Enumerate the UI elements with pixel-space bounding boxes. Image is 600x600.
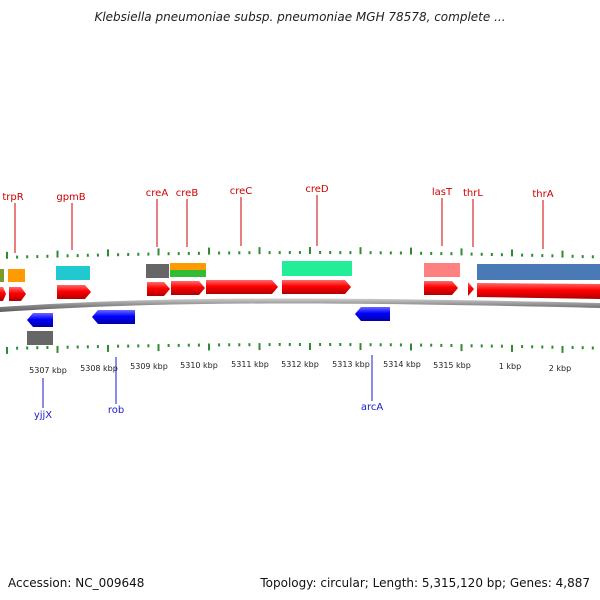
feature-box	[170, 270, 206, 277]
gene-arrow-forward	[424, 281, 458, 295]
feature-box	[170, 263, 206, 270]
forward-gene-track	[0, 280, 600, 301]
gene-arrow-forward	[147, 282, 170, 296]
gene-label-trpR[interactable]: trpR	[2, 192, 23, 203]
gene-label-yjjX[interactable]: yjjX	[34, 410, 52, 421]
scale-label: 5313 kbp	[332, 360, 370, 369]
gene-arrow-forward	[171, 281, 205, 295]
scale-label: 2 kbp	[549, 364, 571, 373]
scale-label: 5307 kbp	[29, 366, 67, 375]
gene-label-rob[interactable]: rob	[108, 405, 124, 416]
scale-label: 1 kbp	[499, 362, 521, 371]
gene-label-lasT[interactable]: lasT	[432, 187, 453, 198]
map-title: Klebsiella pneumoniae subsp. pneumoniae …	[94, 10, 506, 24]
gene-arrow-forward	[468, 282, 474, 296]
gene-label-thrL[interactable]: thrL	[463, 188, 483, 199]
gene-arrow-forward	[57, 285, 91, 299]
gene-arrow-forward	[0, 287, 6, 301]
feature-box	[146, 264, 169, 278]
scale-label: 5312 kbp	[281, 360, 319, 369]
gene-arrow-reverse	[92, 310, 135, 324]
gene-arrow-reverse	[27, 313, 53, 327]
scale-label: 5309 kbp	[130, 362, 168, 371]
scale-label: 5315 kbp	[433, 361, 471, 370]
scale-label: 5308 kbp	[80, 364, 118, 373]
feature-box	[0, 269, 4, 282]
gene-label-creB[interactable]: creB	[176, 188, 199, 199]
ticks-top	[6, 247, 594, 259]
gene-label-creC[interactable]: creC	[230, 186, 253, 197]
scale-labels: 5307 kbp 5308 kbp 5309 kbp 5310 kbp 5311…	[29, 360, 571, 375]
scale-label: 5311 kbp	[231, 360, 269, 369]
gene-arrow-reverse	[355, 307, 390, 321]
scale-label: 5310 kbp	[180, 361, 218, 370]
feature-box	[56, 266, 90, 280]
forward-gene-labels: trpR gpmB creA creB creC creD lasT thrL …	[2, 184, 553, 203]
feature-box	[8, 269, 25, 282]
scale-label: 5314 kbp	[383, 360, 421, 369]
feature-box	[424, 263, 460, 277]
reverse-gene-labels: yjjX rob arcA	[34, 402, 384, 421]
label-leaders	[14, 195, 544, 408]
feature-box	[282, 261, 352, 276]
gene-label-creA[interactable]: creA	[146, 188, 169, 199]
reverse-gene-track	[27, 307, 390, 345]
feature-track-upper	[0, 261, 600, 282]
accession-text: Accession: NC_009648	[8, 576, 145, 590]
feature-box	[477, 264, 600, 280]
feature-box	[27, 331, 53, 345]
gene-arrow-forward	[206, 280, 278, 294]
gene-label-thrA[interactable]: thrA	[532, 189, 553, 200]
topology-text: Topology: circular; Length: 5,315,120 bp…	[260, 576, 590, 590]
genome-backbone	[0, 298, 600, 312]
gene-label-creD[interactable]: creD	[305, 184, 329, 195]
gene-label-gpmB[interactable]: gpmB	[56, 192, 85, 203]
gene-arrow-forward	[282, 280, 351, 294]
gene-label-arcA[interactable]: arcA	[361, 402, 384, 413]
ticks-bottom	[6, 343, 594, 354]
gene-arrow-forward	[477, 283, 600, 299]
gene-arrow-forward	[9, 287, 26, 301]
